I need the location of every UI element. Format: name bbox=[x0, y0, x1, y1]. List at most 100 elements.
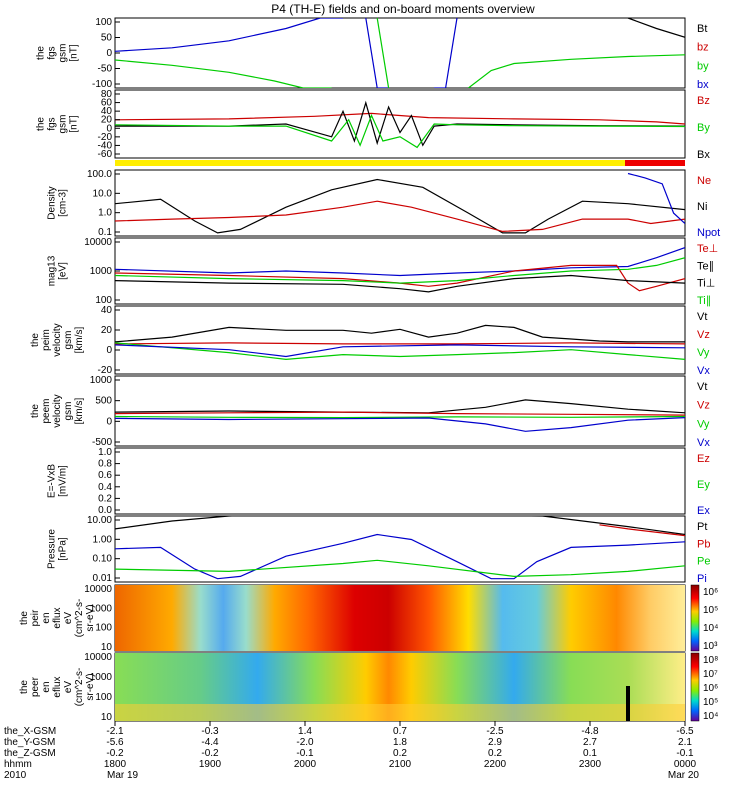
panel-9-ytick: 10000 bbox=[84, 584, 112, 595]
panel-7-ylabel: [mV/m] bbox=[58, 465, 69, 497]
panel-6-legend-3: Vy bbox=[697, 418, 710, 430]
panel-9-colorbar-tick: 10⁵ bbox=[703, 605, 718, 616]
panel-9-ylabel: eflux bbox=[52, 607, 63, 628]
panel-3-legend-3: Npot bbox=[697, 227, 720, 239]
panel-1-legend-4: bx bbox=[697, 79, 709, 91]
panel-2-series-3 bbox=[115, 113, 685, 149]
panel-10-colorbar-tick: 10⁷ bbox=[703, 669, 718, 680]
panel-10-ylabel: the bbox=[19, 680, 30, 694]
xaxis-row-label: the_Z-GSM bbox=[4, 748, 56, 759]
panel-3-series-2 bbox=[115, 200, 685, 233]
panel-6-series-4 bbox=[115, 417, 685, 432]
panel-8-legend-4: Pi bbox=[697, 573, 707, 585]
panel-3-series-1 bbox=[115, 178, 685, 234]
panel-2-series-2 bbox=[115, 100, 685, 147]
panel-1-frame bbox=[114, 17, 686, 89]
xaxis-value: 1900 bbox=[199, 759, 222, 770]
panel-10-colorbar-tick: 10⁶ bbox=[703, 683, 718, 694]
panel-3-series-3 bbox=[627, 172, 685, 224]
panel-1-legend-2: bz bbox=[697, 42, 709, 54]
panel-5-series-3 bbox=[115, 342, 685, 361]
panel-1-ytick: -50 bbox=[98, 64, 113, 75]
spectrogram-electron-colorbar bbox=[690, 652, 700, 722]
figure-title: P4 (TH-E) fields and on-board moments ov… bbox=[271, 2, 535, 16]
panel-3-ytick: 10.0 bbox=[93, 188, 113, 199]
panel-1-ylabel: the bbox=[36, 46, 47, 60]
panel-6-ytick: 0 bbox=[106, 416, 112, 427]
panel-5-legend-1: Vt bbox=[697, 311, 707, 323]
panel-10-colorbar-tick: 10⁴ bbox=[703, 711, 718, 722]
xaxis-value: 0.7 bbox=[393, 726, 407, 737]
panel-4-ytick: 1000 bbox=[90, 266, 113, 277]
panel-5: 40 20 0 -20 the peim velocity gsm [km/s] Vt Vz Vy Vx bbox=[30, 305, 710, 377]
panel-4: 10000 1000 100 mag13 [eV] Te⊥ Te∥ Ti⊥ Ti∥ bbox=[47, 237, 719, 307]
panel-5-ytick: 0 bbox=[106, 345, 112, 356]
panel-5-series-2 bbox=[115, 342, 685, 345]
panel-6-ylabel: peem bbox=[41, 398, 52, 423]
xaxis-value: -2.0 bbox=[296, 737, 314, 748]
xaxis-value: -0.2 bbox=[201, 748, 219, 759]
panel-2-ytick: -40 bbox=[98, 140, 113, 151]
panel-2-ytick: 0 bbox=[106, 123, 112, 134]
panel-5-frame bbox=[114, 305, 686, 375]
panel-3-ylabel: [cm-3] bbox=[58, 189, 69, 217]
panel-2-ytick: -20 bbox=[98, 132, 113, 143]
panel-10-colorbar-tick: 10⁸ bbox=[703, 655, 718, 666]
xaxis-row-label: 2010 bbox=[4, 770, 27, 781]
panel-1-series-2 bbox=[365, 18, 389, 88]
panel-9-ytick: 100 bbox=[95, 623, 112, 634]
panel-3-legend-1: Ne bbox=[697, 175, 711, 187]
panel-9-ylabel: peir bbox=[30, 609, 41, 626]
panel-7-ytick: 1.0 bbox=[98, 447, 112, 458]
panel-6-legend-2: Vz bbox=[697, 400, 710, 412]
xaxis-value: 2000 bbox=[294, 759, 317, 770]
spectrogram-electron-low-band bbox=[115, 704, 685, 721]
panel-4-series-3 bbox=[115, 257, 685, 284]
xaxis-value: -0.1 bbox=[676, 748, 694, 759]
panel-1: 100 50 0 -50 -100 the fgs gsm [nT] Bt bz by bx bbox=[36, 17, 710, 91]
panel-5-ytick: 20 bbox=[101, 325, 113, 336]
panel-8-series-3 bbox=[115, 533, 685, 580]
xaxis-row-label: the_Y-GSM bbox=[4, 737, 55, 748]
panel-3-ytick: 100.0 bbox=[87, 169, 112, 180]
panel-1-ylabel: fgs bbox=[47, 46, 58, 59]
panel-6-series-2 bbox=[115, 411, 685, 416]
panel-1-ytick: 0 bbox=[106, 48, 112, 59]
panel-5-legend-3: Vy bbox=[697, 347, 710, 359]
panel-5-ylabel: gsm bbox=[63, 331, 74, 350]
panel-8-ytick: 10.00 bbox=[87, 515, 112, 526]
panel-9-colorbar-tick: 10⁴ bbox=[703, 623, 718, 634]
xaxis-value: -4.4 bbox=[201, 737, 219, 748]
panel-5-ylabel: [km/s] bbox=[74, 326, 85, 353]
panel-3-frame bbox=[114, 169, 686, 237]
panel-2-ytick: 60 bbox=[101, 98, 113, 109]
panel-1-ylabel: [nT] bbox=[69, 44, 80, 61]
panel-9-ylabel: eV bbox=[63, 612, 74, 625]
panel-9-ylabel: (cm^2-s- bbox=[74, 599, 85, 638]
panel-1-legend-1: Bt bbox=[697, 23, 707, 35]
xaxis-value: 2100 bbox=[389, 759, 412, 770]
panel-6: 1000 500 0 -500 the peem velocity gsm [km/s] Vt Vz… bbox=[30, 375, 710, 449]
panel-10-ylabel: (cm^2-s- bbox=[74, 668, 85, 707]
panel-6-ylabel: the bbox=[30, 404, 41, 418]
xaxis-value: 0.1 bbox=[583, 748, 597, 759]
panel-5-ytick: 40 bbox=[101, 305, 113, 316]
panel-6-ytick: 500 bbox=[95, 396, 112, 407]
panel-4-legend-3: Ti⊥ bbox=[697, 278, 715, 290]
panel-10-ytick: 100 bbox=[95, 692, 112, 703]
xaxis-value: 0.2 bbox=[488, 748, 502, 759]
panel-3: 100.0 10.0 1.0 0.1 Density [cm-3] Ne Ni Npot bbox=[47, 169, 721, 239]
xaxis-value: 1800 bbox=[104, 759, 127, 770]
panel-10-ylabel: sr-eV) bbox=[85, 673, 96, 700]
spectrogram-ion bbox=[115, 584, 700, 652]
xaxis-row-label: the_X-GSM bbox=[4, 726, 56, 737]
panel-6-ytick: -500 bbox=[92, 437, 112, 448]
panel-1-series-4 bbox=[115, 59, 332, 88]
panel-8-legend-2: Pb bbox=[697, 538, 710, 550]
panel-9-colorbar-tick: 10³ bbox=[703, 641, 718, 652]
spectrogram-electron-gap bbox=[626, 686, 630, 721]
panel-5-ylabel: the bbox=[30, 333, 41, 347]
xaxis-row-label: hhmm bbox=[4, 759, 32, 770]
